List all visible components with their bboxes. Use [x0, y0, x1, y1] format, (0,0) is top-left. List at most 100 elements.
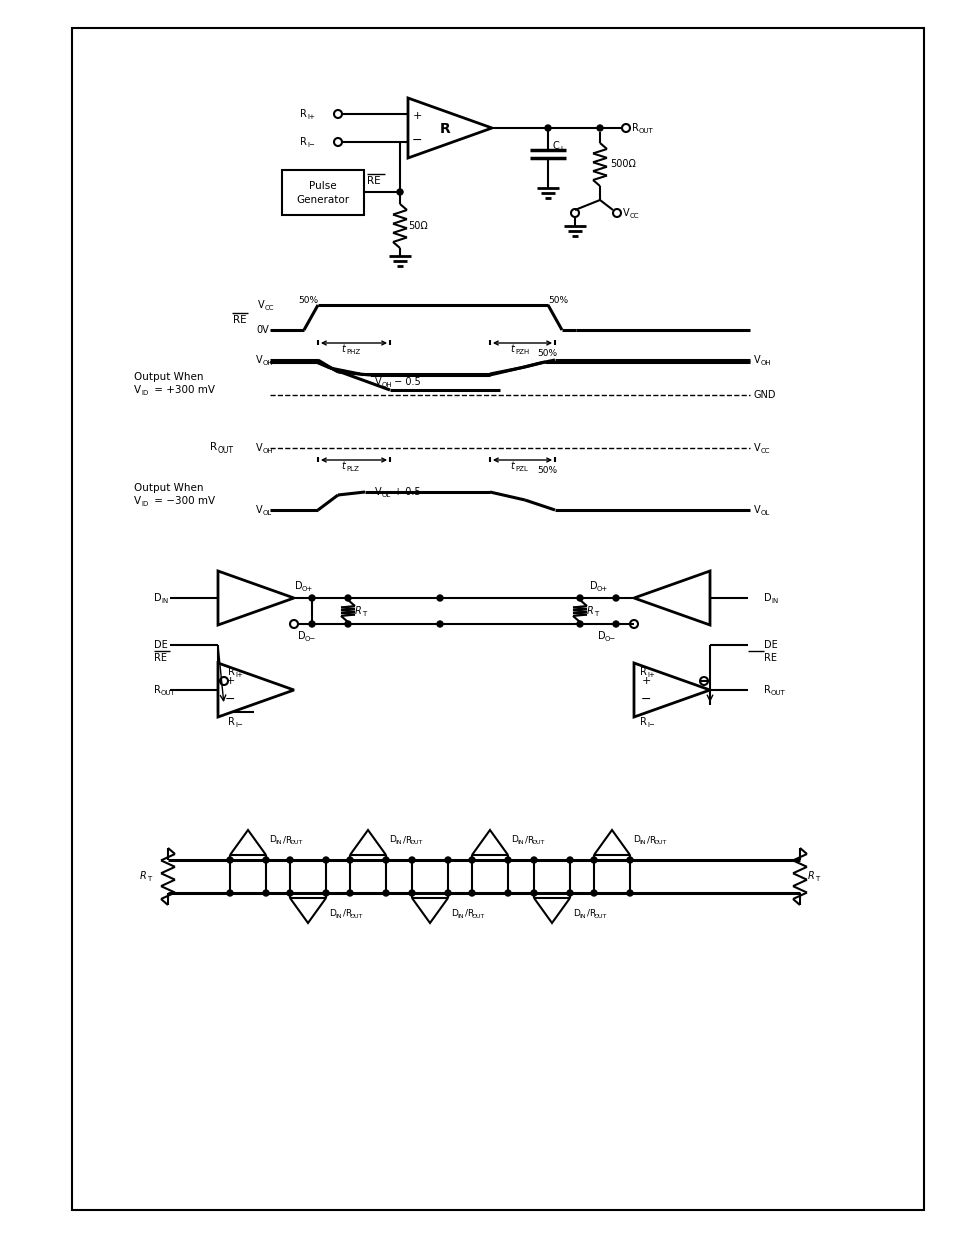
Text: OUT: OUT: [594, 914, 607, 919]
Text: CC: CC: [265, 305, 274, 311]
Polygon shape: [218, 663, 294, 718]
Text: = +300 mV: = +300 mV: [151, 385, 214, 395]
Circle shape: [436, 621, 442, 627]
Text: V: V: [255, 443, 262, 453]
Text: T: T: [594, 611, 598, 618]
Polygon shape: [290, 898, 326, 923]
Text: R: R: [228, 718, 234, 727]
Polygon shape: [218, 571, 294, 625]
Circle shape: [590, 857, 597, 863]
Text: GND: GND: [753, 390, 776, 400]
Text: R: R: [807, 871, 814, 881]
Text: R: R: [586, 606, 593, 616]
Circle shape: [469, 857, 475, 863]
Text: OUT: OUT: [472, 914, 485, 919]
Text: D: D: [297, 631, 305, 641]
Text: /R: /R: [464, 909, 474, 918]
Text: I+: I+: [307, 114, 314, 120]
Text: − 0.5: − 0.5: [391, 377, 420, 387]
Text: 50%: 50%: [537, 466, 557, 474]
Text: PHZ: PHZ: [346, 350, 360, 354]
Text: = −300 mV: = −300 mV: [151, 496, 214, 506]
Text: OUT: OUT: [410, 841, 423, 846]
Polygon shape: [534, 898, 569, 923]
Text: I−: I−: [307, 142, 314, 148]
Text: V: V: [622, 207, 629, 219]
Text: R: R: [210, 442, 217, 452]
Circle shape: [613, 595, 618, 601]
Text: I+: I+: [646, 672, 654, 678]
Text: V: V: [257, 300, 264, 310]
Text: 50Ω: 50Ω: [408, 221, 427, 231]
Text: I−: I−: [646, 722, 654, 727]
Text: V: V: [133, 496, 141, 506]
Text: D: D: [633, 836, 639, 845]
Text: IN: IN: [161, 598, 168, 604]
Text: OUT: OUT: [654, 841, 667, 846]
Polygon shape: [230, 830, 266, 855]
Text: IN: IN: [578, 914, 585, 919]
Text: IN: IN: [456, 914, 463, 919]
Circle shape: [597, 125, 602, 131]
Text: V: V: [375, 487, 381, 496]
Text: IN: IN: [770, 598, 778, 604]
Circle shape: [566, 890, 573, 897]
Text: OUT: OUT: [770, 690, 785, 697]
Text: RE: RE: [367, 177, 380, 186]
Text: t: t: [340, 345, 345, 354]
Bar: [71, 28, 923, 1210]
Text: V: V: [255, 354, 262, 366]
Circle shape: [227, 890, 233, 897]
Text: 50%: 50%: [537, 348, 557, 357]
Text: /R: /R: [646, 836, 656, 845]
Text: R: R: [153, 685, 161, 695]
Text: D: D: [451, 909, 457, 918]
Polygon shape: [412, 898, 448, 923]
Text: R: R: [355, 606, 361, 616]
Circle shape: [409, 890, 415, 897]
Circle shape: [531, 890, 537, 897]
Text: O−: O−: [604, 636, 616, 642]
Text: R: R: [140, 871, 147, 881]
Circle shape: [323, 890, 329, 897]
Text: D: D: [573, 909, 579, 918]
Text: OUT: OUT: [532, 841, 545, 846]
Text: D: D: [153, 593, 161, 603]
Text: OL: OL: [381, 492, 391, 498]
Text: V: V: [753, 505, 760, 515]
Text: /R: /R: [586, 909, 596, 918]
Text: 50%: 50%: [547, 295, 567, 305]
Text: OH: OH: [760, 359, 771, 366]
Text: ID: ID: [141, 390, 148, 396]
Circle shape: [613, 621, 618, 627]
Text: OUT: OUT: [639, 128, 653, 135]
Circle shape: [590, 890, 597, 897]
Text: RE: RE: [153, 653, 167, 663]
Circle shape: [409, 857, 415, 863]
Text: RE: RE: [763, 653, 776, 663]
Circle shape: [444, 890, 451, 897]
Text: O+: O+: [597, 585, 608, 592]
Text: IN: IN: [335, 914, 341, 919]
Text: R: R: [228, 667, 234, 677]
Text: IN: IN: [517, 841, 523, 846]
Text: 500Ω: 500Ω: [609, 159, 636, 169]
Text: O−: O−: [305, 636, 315, 642]
Text: Output When: Output When: [133, 483, 203, 493]
Text: Generator: Generator: [296, 195, 349, 205]
Text: I+: I+: [234, 672, 243, 678]
Text: DE: DE: [153, 640, 168, 650]
Text: OL: OL: [263, 510, 272, 516]
Text: V: V: [753, 354, 760, 366]
Text: O+: O+: [302, 585, 313, 592]
Text: ID: ID: [141, 501, 148, 508]
Text: OUT: OUT: [290, 841, 303, 846]
Text: +: +: [225, 676, 234, 685]
Text: D: D: [589, 580, 597, 592]
Circle shape: [436, 595, 442, 601]
Text: t: t: [510, 345, 514, 354]
Text: T: T: [147, 876, 152, 882]
Circle shape: [396, 189, 402, 195]
Text: Pulse: Pulse: [309, 182, 336, 191]
Text: +: +: [640, 676, 650, 685]
